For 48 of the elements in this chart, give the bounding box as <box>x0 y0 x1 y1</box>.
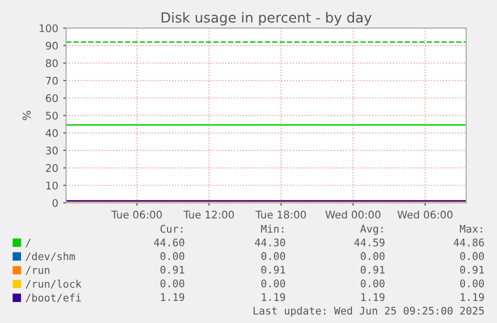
text: 0.91 <box>160 266 184 274</box>
y-tick-label: 0 <box>52 199 58 207</box>
y-tick-label: 100 <box>40 24 58 32</box>
y-tick-label: 60 <box>46 94 58 102</box>
text: 1.19 <box>361 293 384 301</box>
text: 0.91 <box>261 266 286 274</box>
text: 44.59 <box>354 238 384 246</box>
text: 0.00 <box>460 252 484 260</box>
text: 1.19 <box>161 293 184 301</box>
legend-label: /run/lock <box>26 280 82 289</box>
legend-label: / <box>26 238 31 248</box>
legend-label: /boot/efi <box>26 294 81 302</box>
text: 1.19 <box>262 293 286 301</box>
x-tick-label: Wed 00:00 <box>325 210 380 219</box>
text: Cur: <box>160 224 182 233</box>
y-tick-label: 10 <box>46 182 58 190</box>
y-tick-label: 70 <box>46 76 58 85</box>
text: 0.00 <box>460 279 484 288</box>
y-tick-label: 40 <box>46 129 58 138</box>
chart-title: Disk usage in percent - by day <box>162 12 372 26</box>
y-tick-label: 30 <box>46 146 58 155</box>
text: 44.86 <box>454 238 484 246</box>
x-tick-label: Tue 06:00 <box>111 210 162 219</box>
y-tick-label: 80 <box>46 59 58 68</box>
x-tick-label: Tue 12:00 <box>183 210 234 219</box>
y-tick-label: 50 <box>46 112 58 120</box>
y-axis-title: % <box>22 110 31 120</box>
x-tick-label: Wed 06:00 <box>397 210 452 219</box>
legend-label: /dev/shm <box>26 252 75 262</box>
text: 0.00 <box>160 252 184 260</box>
text: 0.91 <box>460 266 484 274</box>
y-tick-label: 90 <box>46 42 58 50</box>
text: 1.19 <box>460 293 484 301</box>
text: Avg: <box>360 224 383 235</box>
text: 0.00 <box>360 279 384 288</box>
text: Last update: Wed Jun 25 09:25:00 2025 <box>254 306 484 317</box>
legend-label: /run <box>26 266 50 275</box>
text: 0.00 <box>160 279 184 288</box>
y-tick-label: 20 <box>46 164 58 172</box>
text: 44.30 <box>254 238 286 246</box>
text: 0.91 <box>360 266 384 274</box>
text: 0.00 <box>261 279 286 288</box>
text: 0.00 <box>261 252 286 260</box>
text: Min: <box>261 224 284 233</box>
text: 44.60 <box>154 238 184 246</box>
text: Max: <box>460 225 482 233</box>
x-tick-label: Tue 18:00 <box>255 210 306 219</box>
text: 0.00 <box>360 252 384 260</box>
